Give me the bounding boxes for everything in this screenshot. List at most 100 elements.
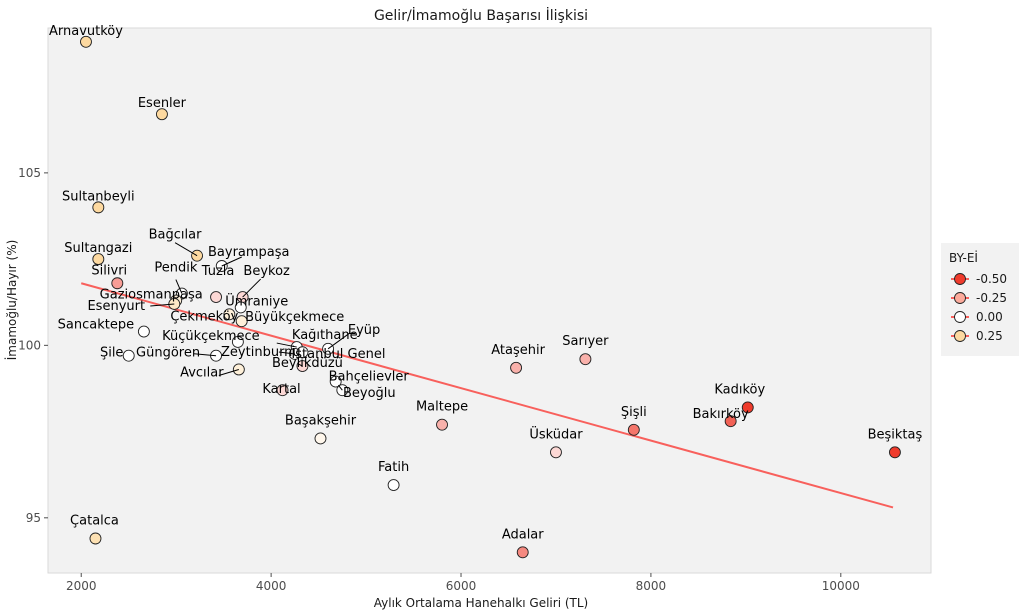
x-tick-label: 8000 bbox=[636, 579, 667, 593]
legend-title: BY-Eİ bbox=[949, 250, 978, 265]
point-label: Avcılar bbox=[180, 365, 224, 380]
point-label: Fatih bbox=[378, 460, 409, 475]
point-label: Güngören bbox=[136, 346, 200, 361]
label-leader-line bbox=[242, 278, 261, 298]
point-label: Ümraniye bbox=[225, 292, 288, 309]
point-label: Silivri bbox=[91, 263, 127, 278]
point-label: Zeytinburnu bbox=[221, 345, 301, 360]
point-label: Sultanbeyli bbox=[62, 189, 135, 204]
label-leader-line bbox=[298, 363, 303, 367]
point-label: Kartal bbox=[262, 382, 300, 397]
label-leader-line bbox=[337, 384, 343, 391]
legend: BY-Eİ -0.50 -0.25 0.00 0.25 bbox=[941, 243, 1019, 356]
point-label: Beşiktaş bbox=[868, 427, 923, 442]
point-label: Bakırköy bbox=[693, 407, 749, 422]
label-leader-line bbox=[174, 242, 198, 257]
data-point bbox=[231, 335, 244, 348]
data-point bbox=[550, 446, 562, 459]
y-axis-title: İmamoğlu/Hayır (%) bbox=[4, 240, 19, 361]
data-point bbox=[510, 361, 523, 374]
point-label: Ataşehir bbox=[491, 343, 545, 358]
point-label: Küçükçekmece bbox=[162, 329, 260, 344]
point-labels: Arnavutköy Esenler Sultanbeyli Sultangazi Ba… bbox=[49, 24, 922, 543]
data-point bbox=[92, 253, 105, 266]
point-label: Maltepe bbox=[416, 400, 468, 415]
point-label: Gaziosmanpaşa bbox=[100, 288, 203, 303]
label-leader-line bbox=[175, 279, 183, 294]
legend-background bbox=[941, 243, 1019, 356]
point-label: Çatalca bbox=[70, 514, 119, 529]
label-leader-line bbox=[276, 342, 297, 348]
data-point bbox=[80, 35, 92, 48]
data-point bbox=[579, 353, 592, 366]
point-label: Bayrampaşa bbox=[208, 245, 290, 260]
y-tick-label: 105 bbox=[18, 166, 41, 180]
legend-label: -0.25 bbox=[976, 291, 1007, 305]
data-point bbox=[122, 349, 135, 362]
legend-label: 0.25 bbox=[976, 329, 1003, 343]
label-leader-line bbox=[194, 353, 217, 357]
point-label: Esenler bbox=[138, 96, 187, 111]
data-point bbox=[235, 315, 248, 328]
point-label: Sancaktepe bbox=[58, 318, 134, 333]
y-tick-label: 100 bbox=[18, 338, 41, 352]
x-tick-label: 2000 bbox=[66, 579, 97, 593]
legend-key bbox=[954, 273, 966, 285]
data-point bbox=[276, 384, 289, 397]
x-axis: 2000 4000 6000 8000 10000 bbox=[66, 573, 860, 593]
plot-panel bbox=[47, 27, 932, 574]
x-tick-label: 4000 bbox=[256, 579, 287, 593]
legend-key bbox=[954, 311, 966, 323]
data-point bbox=[296, 346, 309, 359]
data-point bbox=[111, 277, 124, 290]
data-point bbox=[724, 415, 737, 428]
point-label: Çekmeköy bbox=[170, 309, 238, 324]
point-label: Arnavutköy bbox=[49, 24, 123, 39]
data-point bbox=[436, 418, 448, 431]
legend-key bbox=[954, 330, 966, 342]
y-axis: 95 100 105 bbox=[18, 166, 48, 525]
legend-label: 0.00 bbox=[976, 310, 1003, 324]
data-point bbox=[210, 291, 223, 304]
point-label: Şişli bbox=[621, 405, 647, 420]
data-point bbox=[888, 446, 901, 459]
label-leader-line bbox=[218, 369, 239, 376]
point-label: Şile bbox=[100, 346, 123, 361]
x-axis-title: Aylık Ortalama Hanehalkı Geliri (TL) bbox=[374, 596, 588, 610]
data-point bbox=[191, 249, 204, 262]
trend-line bbox=[80, 282, 894, 509]
data-point bbox=[155, 108, 168, 121]
data-point bbox=[314, 432, 327, 445]
point-label: Adalar bbox=[502, 527, 544, 542]
data-point bbox=[387, 479, 400, 491]
x-tick-label: 10000 bbox=[822, 579, 860, 593]
chart-title: Gelir/İmamoğlu Başarısı İlişkisi bbox=[374, 6, 588, 24]
point-label: İstanbul Genel bbox=[291, 346, 385, 362]
x-tick-label: 6000 bbox=[446, 579, 477, 593]
data-point bbox=[627, 423, 640, 436]
point-label: Büyükçekmece bbox=[245, 310, 344, 325]
label-leader-line bbox=[278, 351, 295, 355]
label-leader-line bbox=[150, 303, 175, 307]
point-label: Üsküdar bbox=[529, 425, 583, 442]
data-point bbox=[329, 375, 342, 388]
label-leader-line bbox=[327, 332, 351, 350]
y-tick-label: 95 bbox=[26, 511, 41, 525]
label-leader-line bbox=[221, 256, 242, 267]
point-label: Eyüp bbox=[348, 323, 380, 338]
point-label: Beykoz bbox=[243, 264, 290, 279]
legend-items: -0.50 -0.25 0.00 0.25 bbox=[951, 272, 1007, 343]
data-point bbox=[741, 401, 754, 414]
point-label: Bağcılar bbox=[149, 228, 202, 243]
legend-key bbox=[954, 292, 966, 304]
point-label: Beylikdüzü bbox=[272, 356, 343, 371]
data-point bbox=[89, 532, 102, 545]
point-label: Esenyurt bbox=[87, 299, 145, 314]
point-label: Pendik bbox=[154, 261, 197, 276]
point-label: Başakşehir bbox=[285, 413, 357, 428]
point-label: Sultangazi bbox=[64, 241, 132, 256]
point-label: Bahçelievler bbox=[329, 370, 410, 385]
point-label: Beyoğlu bbox=[343, 386, 396, 401]
data-point bbox=[234, 301, 247, 314]
